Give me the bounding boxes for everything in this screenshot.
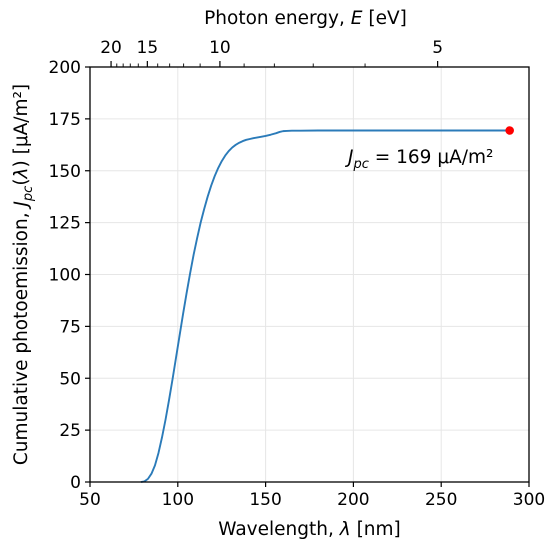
photoemission-curve [140,129,510,483]
y-tick-label: 200 [49,58,81,78]
top-tick-label: 10 [209,38,231,58]
x-tick-label: 50 [79,490,101,510]
top-tick-label: 5 [432,38,443,58]
y-tick-label: 150 [49,162,81,182]
x-tick-label: 200 [337,490,369,510]
top-axis-label: Photon energy, E [eV] [204,8,407,29]
y-tick-label: 125 [49,214,81,234]
grid-lines [90,67,529,482]
y-tick-label: 175 [49,110,81,130]
top-tick-label: 15 [137,38,159,58]
y-tick-label: 0 [70,473,81,493]
x-tick-label: 100 [162,490,194,510]
y-tick-label: 50 [59,369,81,389]
annotation-value: = 169 μA/m² [369,147,494,168]
current-density-annotation: Jpc = 169 μA/m² [344,147,493,172]
x-tick-label: 150 [249,490,281,510]
x-axis-label: Wavelength, λ [nm] [218,519,401,540]
axis-ticks: 50 100 150 200 250 300 0 25 50 75 100 125 150 175 200 2… [49,38,546,510]
series-layer [140,126,514,483]
x-tick-label: 250 [425,490,457,510]
annotation-symbol: J [344,147,353,168]
y-tick-label: 25 [59,421,81,441]
annotation-subscript: pc [352,157,368,172]
y-tick-label: 100 [49,266,81,286]
x-tick-label: 300 [513,490,545,510]
y-axis-label: Cumulative photoemission, Jpc(λ) [μA/m²] [11,84,36,465]
top-tick-label: 20 [100,38,122,58]
endpoint-marker [505,126,514,135]
y-tick-label: 75 [59,317,81,337]
